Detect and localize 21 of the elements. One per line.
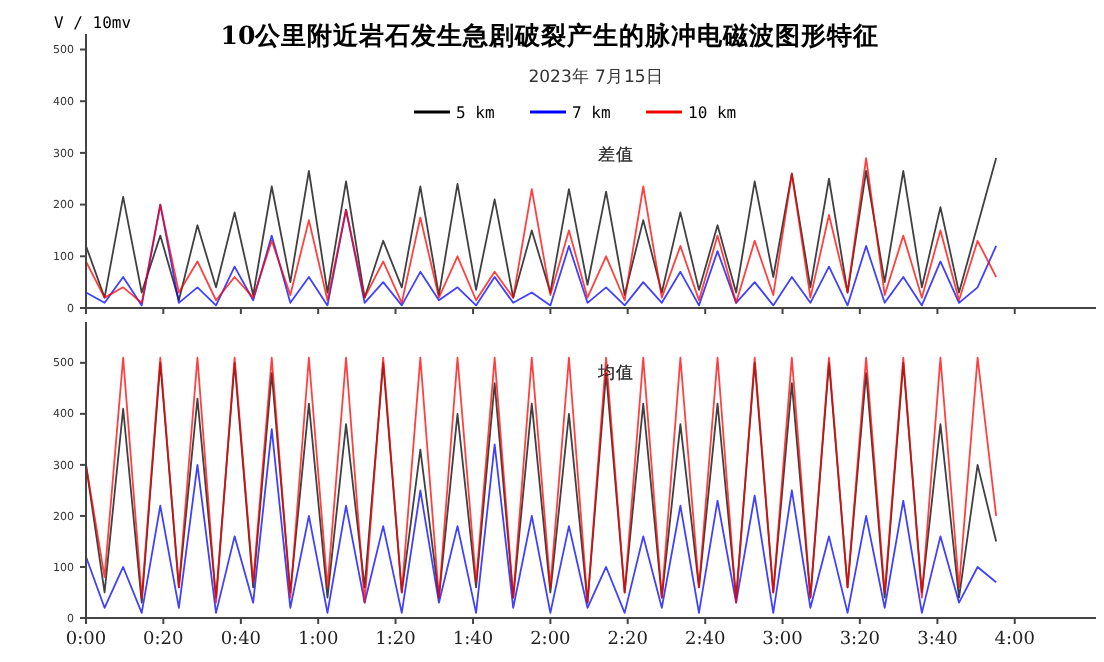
legend-label: 5 km [456,104,495,122]
legend-label: 7 km [572,104,611,122]
x-tick-label: 2:40 [685,630,726,650]
x-tick-label: 2:00 [530,630,572,650]
x-tick-label: 0:40 [220,630,262,650]
x-tick-label: 0:20 [143,630,185,650]
y-axis-title: V / 10mv [54,14,132,32]
x-tick-label: 1:20 [375,630,417,650]
legend-label: 10 km [688,104,737,122]
line-series [85,428,998,614]
text: 2023年 7月15日 [528,66,664,88]
x-tick-label: 3:20 [839,630,881,650]
x-tick-label: 0:00 [65,630,107,650]
x-tick-label: 1:40 [452,630,494,650]
x-tick-label: 1:00 [297,630,339,650]
x-tick-label: 3:40 [917,630,959,650]
x-tick-label: 2:20 [607,630,649,650]
annotation: 差值 [598,144,634,166]
chart-title: 10公里附近岩石发生急剧破裂产生的脉冲电磁波图形特征 [220,20,880,50]
x-tick-label: 3:00 [762,630,804,650]
x-tick-label: 4:00 [994,630,1036,650]
